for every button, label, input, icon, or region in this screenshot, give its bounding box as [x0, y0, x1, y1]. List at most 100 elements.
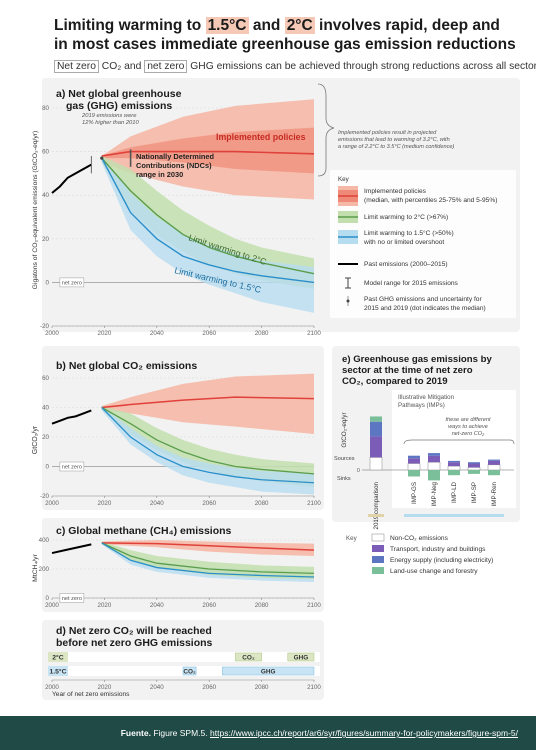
key-e-item-landuse: Land-use change and forestry: [390, 568, 478, 575]
implemented-band: [101, 373, 314, 435]
panel-a-title-1: a) Net global greenhouse: [56, 88, 182, 100]
y-tick-label: 40: [42, 192, 49, 199]
key-a-title: Key: [338, 176, 350, 183]
note-2019-line1: 2019 emissions were: [81, 113, 137, 119]
imp-title-2: Pathways (IMPs): [398, 402, 445, 409]
x-tick-label: 2000: [45, 602, 59, 609]
x-tick-label: 2060: [202, 602, 216, 609]
x-tick-label: 2020: [98, 500, 112, 507]
key-item-past-ghg-1: Past GHG emissions and uncertainty for: [364, 296, 482, 303]
x-tick-label: 2100: [307, 602, 321, 609]
label-ndc-1: Nationally Determined: [136, 152, 215, 161]
footer-link[interactable]: https://www.ipcc.ch/report/ar6/syr/figur…: [210, 728, 518, 738]
panel-d-chart: 2°C CO₂ GHG 1.5°C CO₂ GHG 2000 2020 2040 2060 2080…: [45, 652, 321, 691]
past-emissions-line: [51, 163, 92, 194]
past-emissions-line: [51, 409, 92, 425]
bar-segment: [488, 460, 500, 465]
y-tick-label: 60: [42, 149, 49, 156]
imp-underline: [404, 514, 504, 517]
x-tick-label: 2080: [255, 684, 269, 691]
bar-segment: [428, 453, 440, 456]
label-implemented-policies: Implemented policies: [216, 132, 306, 142]
y-tick-label: 0: [46, 279, 50, 286]
sinks-label: Sinks: [337, 476, 351, 482]
co2-range-bar: [235, 652, 262, 662]
limit-2c-median-line: [101, 157, 315, 275]
x-tick-label: 2040: [150, 602, 164, 609]
panel-e-ylabel: GtCO₂-eq/yr: [341, 412, 348, 448]
key-a: Key Implemented policies (median, with p…: [330, 170, 516, 318]
row-label-bg: [48, 666, 68, 676]
key-item-implemented-2: (median, with percentiles 25-75% and 5-9…: [364, 197, 497, 204]
panel-a-title-2: gas (GHG) emissions: [66, 100, 172, 112]
panel-d-title-1: d) Net zero CO₂ will be reached: [56, 625, 212, 637]
x-tick-label: 2060: [202, 330, 216, 337]
y-tick-label: 200: [39, 566, 50, 573]
x-tick-label: 2040: [150, 330, 164, 337]
panel-c-chart: 0 200 400 2000 2020 2040 2060 2080 2100 net zero: [39, 537, 322, 609]
bar-segment: [408, 455, 420, 459]
x-tick-label: 2100: [307, 500, 321, 507]
bar-segment: [468, 462, 480, 464]
key-e-swatch-transport: [372, 545, 384, 552]
ghg-range-bar: [222, 666, 315, 676]
category-label: IMP-LD: [451, 481, 458, 503]
x-tick-label: 2060: [202, 684, 216, 691]
bar-segment: [408, 470, 420, 477]
x-tick-label: 2000: [45, 330, 59, 337]
key-item-15c-1: Limit warming to 1.5°C (>50%): [364, 229, 454, 237]
limit-15c-band: [101, 155, 314, 313]
imp-title-1: Illustrative Mitigation: [398, 394, 455, 401]
key-past-ghg-dot: [346, 299, 350, 303]
x-tick-label: 2040: [150, 500, 164, 507]
bar-segment: [448, 460, 460, 463]
panel-b-ylabel: GtCO₂/yr: [32, 425, 39, 454]
row-label-bg: [48, 652, 68, 662]
key-item-model-range: Model range for 2015 emissions: [364, 280, 459, 287]
key-e-item-nonco2: Non-CO₂ emissions: [390, 535, 449, 542]
x-tick-label: 2080: [255, 500, 269, 507]
x-tick-label: 2000: [45, 500, 59, 507]
limit-2c-band: [101, 155, 314, 289]
sources-label: Sources: [334, 456, 355, 462]
footer-bar: Fuente. Figure SPM.5. https://www.ipcc.c…: [0, 716, 536, 750]
bar-segment: [447, 465, 461, 471]
row-label: 2°C: [52, 654, 63, 662]
panel-e-chart: 0 2019 comparison IMP-GS IMP-Neg IMP-LD IMP-S…: [357, 416, 514, 529]
panel-d-xlabel: Year of net zero emissions: [52, 691, 130, 698]
bar-segment: [468, 463, 480, 468]
key-a-bg: [330, 170, 516, 318]
bar-segment: [427, 461, 441, 471]
panel-d-title-2: before net zero GHG emissions: [56, 637, 213, 649]
category-label: IMP-Ren: [491, 481, 498, 506]
label-ndc-3: range in 2030: [136, 170, 183, 179]
y-tick-label: 400: [39, 537, 50, 544]
limit-15c-median-line: [101, 157, 315, 284]
footer-source: Fuente. Figure SPM.5. https://www.ipcc.c…: [121, 728, 518, 738]
panel-e-title-1: e) Greenhouse gas emissions by: [342, 354, 492, 365]
row-label: 1.5°C: [49, 668, 66, 676]
page-title: Limiting warming to 1.5°C and 2°C involv…: [54, 17, 516, 53]
comparison-underline: [368, 514, 384, 517]
limit-2c-band: [101, 541, 314, 580]
key-e-swatch-landuse: [372, 567, 384, 574]
y-tick-label: 20: [42, 236, 49, 243]
bar-segment: [369, 457, 383, 471]
key-e: Key Non-CO₂ emissions Transport, industr…: [346, 533, 493, 575]
bar-segment: [370, 421, 382, 437]
callout-line-2: emissions that lead to warming of 3.2°C,…: [338, 137, 450, 143]
x-tick-label: 2020: [98, 684, 112, 691]
limit-2c-median-line: [101, 542, 315, 574]
x-tick-label: 2020: [98, 602, 112, 609]
x-tick-label: 2040: [150, 684, 164, 691]
imp-note-1: these are different: [445, 417, 491, 423]
net-zero-tag: net zero: [62, 596, 82, 602]
panel-e-title-2: sector at the time of net zero: [342, 365, 473, 376]
net-zero-tag-box: [59, 461, 85, 472]
bar-segment: [488, 470, 500, 476]
x-tick-label: 2020: [98, 330, 112, 337]
bar-segment: [370, 436, 382, 458]
key-e-swatch-energy: [372, 556, 384, 563]
panel-c-ylabel: MtCH₄/yr: [32, 553, 39, 581]
